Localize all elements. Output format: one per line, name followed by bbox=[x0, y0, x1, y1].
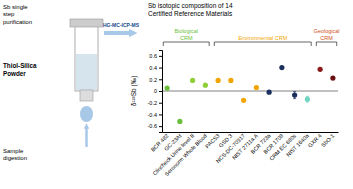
x-tick-label: Seronorm Whole Blood bbox=[163, 133, 207, 177]
digestion-label-line: digestion bbox=[3, 155, 27, 161]
digestion-label-line: Sample bbox=[3, 148, 24, 154]
group-label-line: Environmental CRM bbox=[238, 35, 288, 41]
point bbox=[177, 119, 182, 124]
y-tick-label: 0.2 bbox=[149, 77, 157, 83]
point bbox=[279, 65, 284, 70]
group-bracket: GeologicalCRM bbox=[314, 28, 340, 46]
digestion-label: Sampledigestion bbox=[3, 148, 27, 162]
group-bracket: Environmental CRM bbox=[214, 35, 311, 47]
step-label-line: purification bbox=[3, 19, 32, 25]
point bbox=[190, 78, 195, 83]
y-tick: 0.6 bbox=[149, 53, 162, 59]
y-axis-title: δ¹²³Sb (‰) bbox=[130, 76, 138, 107]
y-tick-mark bbox=[159, 56, 162, 57]
point bbox=[292, 93, 297, 98]
y-tick-label: -0.6 bbox=[148, 123, 157, 129]
point bbox=[165, 85, 170, 90]
y-tick: -0.6 bbox=[148, 123, 162, 129]
group-label-line: CRM bbox=[320, 35, 333, 41]
point bbox=[330, 76, 335, 81]
x-tick-label: GXR 4 bbox=[307, 133, 323, 149]
y-tick: 0 bbox=[154, 88, 162, 94]
chart-svg: Sb singlestep purification Thiol-SilicaPow… bbox=[0, 0, 353, 189]
y-axis: -0.6 -0.4 -0.2 0 0.2 0.4 0.6 bbox=[148, 51, 163, 133]
marks bbox=[165, 65, 336, 124]
point bbox=[216, 78, 221, 83]
digestion-arrow bbox=[85, 126, 88, 147]
y-tick-label: -0.4 bbox=[148, 112, 157, 118]
step-label: Sb singlestep purification bbox=[3, 4, 32, 25]
bracket-line bbox=[316, 42, 336, 46]
y-tick-mark bbox=[159, 114, 162, 115]
point bbox=[305, 97, 310, 102]
error-bar-cap bbox=[293, 98, 296, 99]
x-axis-line bbox=[163, 132, 339, 133]
x-tick: Seronorm Whole Blood bbox=[163, 132, 207, 177]
group-bracket: BiologicalCRM bbox=[163, 28, 209, 46]
hg-label: HG-MC-ICP-MS bbox=[103, 22, 140, 28]
powder-label-line: Thiol-Silica bbox=[3, 62, 37, 69]
y-tick-label: 0 bbox=[154, 88, 157, 94]
x-tick: GXR 4 bbox=[307, 132, 323, 149]
hg-arrow bbox=[104, 31, 133, 35]
chart-title-line: Sb isotopic composition of 14 bbox=[148, 2, 233, 10]
tube-nozzle bbox=[80, 90, 93, 101]
y-tick: -0.4 bbox=[148, 112, 162, 118]
group-label-line: Geological bbox=[314, 28, 340, 34]
step-label-line: step bbox=[3, 11, 15, 17]
drop bbox=[80, 106, 93, 122]
point bbox=[254, 85, 259, 90]
chart-title-line: Certified Reference Materials bbox=[148, 10, 233, 17]
y-axis-line bbox=[159, 51, 163, 133]
point bbox=[203, 83, 208, 88]
y-tick-label: -0.2 bbox=[148, 100, 157, 106]
point bbox=[267, 90, 272, 95]
bracket-line bbox=[214, 42, 311, 46]
group-label-line: Biological bbox=[174, 28, 198, 34]
hg-label-line: HG-MC-ICP-MS bbox=[103, 22, 140, 28]
point bbox=[228, 78, 233, 83]
y-tick-mark bbox=[159, 79, 162, 80]
y-tick-mark bbox=[159, 126, 162, 127]
left-panel: Sb singlestep purification Thiol-SilicaPow… bbox=[3, 4, 140, 162]
y-tick-label: 0.6 bbox=[149, 53, 157, 59]
chart-root: Sb singlestep purification Thiol-SilicaPow… bbox=[0, 0, 353, 189]
bracket-line bbox=[163, 42, 209, 46]
group-label: GeologicalCRM bbox=[314, 28, 340, 41]
tube-liquid bbox=[76, 54, 97, 90]
x-tick-label: SbO-1 bbox=[320, 133, 335, 148]
x-tick: SbO-1 bbox=[320, 132, 335, 148]
point bbox=[241, 98, 246, 103]
tube-body bbox=[75, 23, 98, 91]
x-tick: PACS3 bbox=[204, 132, 221, 149]
tube-cap bbox=[70, 19, 103, 27]
y-tick-mark bbox=[159, 91, 162, 92]
error-bar-cap bbox=[293, 91, 296, 92]
x-axis: BCR 482GC-23AtClincheck Urine level IISe… bbox=[150, 132, 339, 177]
y-tick: 0.4 bbox=[149, 65, 162, 71]
group-label: BiologicalCRM bbox=[174, 28, 198, 41]
y-tick-mark bbox=[159, 103, 162, 104]
y-tick: -0.2 bbox=[148, 100, 162, 106]
y-tick-mark bbox=[159, 68, 162, 69]
powder-label: Thiol-SilicaPowder bbox=[3, 62, 37, 77]
y-tick: 0.2 bbox=[149, 77, 162, 83]
point bbox=[318, 67, 323, 72]
group-label: Environmental CRM bbox=[238, 35, 288, 41]
y-tick-label: 0.4 bbox=[149, 65, 157, 71]
zero-line bbox=[162, 91, 338, 92]
step-label-line: Sb single bbox=[3, 4, 28, 10]
chart-title: Sb isotopic composition of 14Certified R… bbox=[148, 2, 233, 17]
powder-label-line: Powder bbox=[3, 70, 26, 77]
group-label-line: CRM bbox=[180, 35, 193, 41]
x-tick-label: PACS3 bbox=[204, 133, 221, 150]
